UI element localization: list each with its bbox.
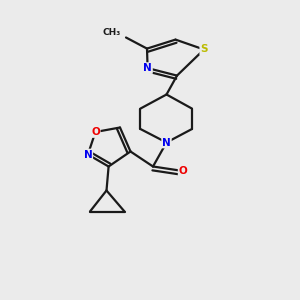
Text: N: N [143,63,152,73]
Text: N: N [83,149,92,160]
Text: N: N [162,137,171,148]
Text: S: S [200,44,208,55]
Text: O: O [178,166,188,176]
Text: O: O [91,127,100,137]
Text: CH₃: CH₃ [103,28,121,37]
